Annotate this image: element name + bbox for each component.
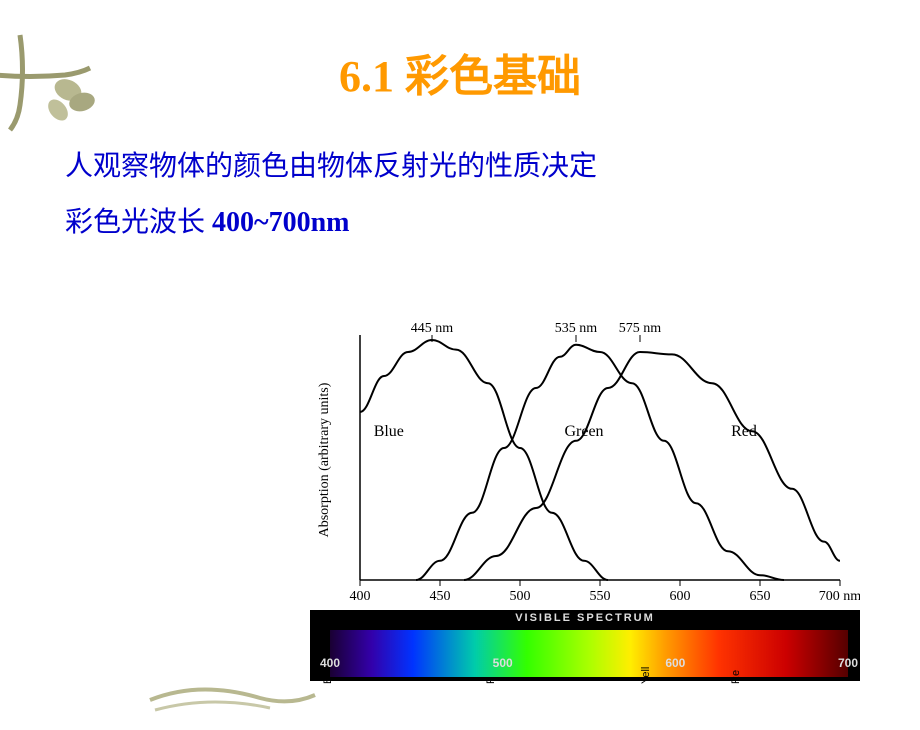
svg-text:700 nm: 700 nm <box>819 589 860 604</box>
svg-text:Green: Green <box>564 423 603 440</box>
svg-text:500: 500 <box>510 589 531 604</box>
text-line-2: 彩色光波长 400~700nm <box>65 195 920 251</box>
svg-text:445 nm: 445 nm <box>411 321 454 336</box>
svg-text:Blue: Blue <box>374 423 404 440</box>
svg-text:575 nm: 575 nm <box>619 321 662 336</box>
spectrum-vertical-label: F <box>485 677 497 684</box>
text-line-1: 人观察物体的颜色由物体反射光的性质决定 <box>65 139 920 195</box>
chart-svg: 400 450 500 550 600 650 700 nm Absorption (arbi… <box>310 310 860 610</box>
svg-text:600: 600 <box>670 589 691 604</box>
svg-text:400: 400 <box>350 589 371 604</box>
spectrum-vertical-label: B <box>322 677 334 684</box>
corner-decoration <box>0 30 110 150</box>
page-title: 6.1 彩色基础 <box>0 40 920 104</box>
spectrum-tick-label: 700 <box>838 656 858 670</box>
spectrum-tick-label: 600 <box>665 656 685 670</box>
bottom-decoration <box>140 670 320 720</box>
svg-text:Absorption (arbitrary units): Absorption (arbitrary units) <box>317 382 332 537</box>
spectrum-tick-label: 400 <box>320 656 340 670</box>
spectrum-bar: 400 500 600 700 <box>310 626 860 681</box>
svg-text:Red: Red <box>731 423 757 440</box>
spectrum-gradient <box>330 630 848 677</box>
spectrum-vertical-label: Re <box>730 670 742 684</box>
absorption-chart: 400 450 500 550 600 650 700 nm Absorption (arbi… <box>310 310 860 610</box>
spectrum-tick-label: 500 <box>493 656 513 670</box>
line2-prefix: 彩色光波长 <box>65 207 205 238</box>
svg-text:550: 550 <box>590 589 611 604</box>
spectrum-vertical-label: Yell <box>640 667 652 684</box>
visible-spectrum: VISIBLE SPECTRUM 400 500 600 700 B F Yell Re <box>310 610 860 705</box>
svg-text:650: 650 <box>750 589 771 604</box>
spectrum-ticks <box>310 681 860 701</box>
svg-text:535 nm: 535 nm <box>555 321 598 336</box>
line2-bold: 400~700nm <box>205 207 349 238</box>
body-text: 人观察物体的颜色由物体反射光的性质决定 彩色光波长 400~700nm <box>65 139 920 251</box>
svg-text:450: 450 <box>430 589 451 604</box>
spectrum-title: VISIBLE SPECTRUM <box>310 610 860 626</box>
